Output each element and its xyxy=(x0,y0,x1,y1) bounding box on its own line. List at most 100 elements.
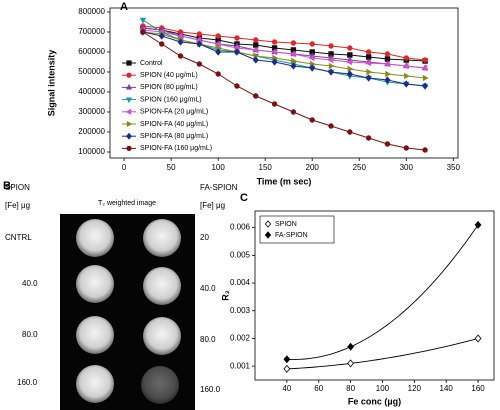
left-row: CNTRL xyxy=(5,233,32,242)
left-row: 40.0 xyxy=(22,279,38,288)
y-tick-label: 200000 xyxy=(78,127,105,136)
marker xyxy=(291,57,297,65)
marker xyxy=(283,355,291,364)
marker xyxy=(233,48,241,56)
marker xyxy=(366,68,373,76)
marker xyxy=(474,334,482,343)
x-tick-label: 40 xyxy=(282,384,291,393)
x-tick-label: 160 xyxy=(471,384,485,393)
panel: A 0 50 100 150 200 250 300 350 100000 200000 300000… xyxy=(46,1,460,186)
marker xyxy=(421,64,428,72)
phantom xyxy=(76,219,114,257)
marker xyxy=(177,29,184,35)
left-heading: SPION xyxy=(5,183,30,192)
legend-marker xyxy=(126,120,133,128)
marker xyxy=(327,68,335,76)
marker xyxy=(159,41,165,47)
phantom xyxy=(143,267,181,305)
marker xyxy=(271,39,278,45)
marker xyxy=(347,129,353,135)
marker xyxy=(385,70,392,78)
marker xyxy=(404,72,410,80)
panel-label: B xyxy=(3,180,11,192)
phantom xyxy=(76,316,114,354)
x-tick-label: 100 xyxy=(376,384,390,393)
marker xyxy=(403,55,409,61)
x-tick-label: 100 xyxy=(211,163,225,172)
x-tick-label: 350 xyxy=(447,163,461,172)
x-tick-label: 60 xyxy=(314,384,323,393)
x-tick-label: 150 xyxy=(259,163,273,172)
marker xyxy=(309,117,315,123)
phantom xyxy=(76,265,114,303)
marker xyxy=(365,74,372,82)
x-tick-label: 80 xyxy=(346,384,355,393)
legend-marker xyxy=(126,132,132,140)
phantom xyxy=(143,219,181,257)
series-line xyxy=(142,25,426,61)
x-tick-label: 120 xyxy=(408,384,422,393)
marker xyxy=(309,49,315,55)
x-tick-label: 300 xyxy=(400,163,414,172)
x-tick-label: 250 xyxy=(353,163,367,172)
marker xyxy=(309,41,315,47)
x-tick-label: 140 xyxy=(440,384,454,393)
marker xyxy=(234,35,240,41)
marker xyxy=(290,109,297,115)
marker xyxy=(140,29,146,35)
marker xyxy=(215,71,221,77)
marker xyxy=(346,70,353,78)
marker xyxy=(308,54,315,62)
plot-frame xyxy=(109,7,459,159)
marker xyxy=(234,83,240,89)
panel-b: B T₂ weighted image SPION [Fe] μg CNTRL … xyxy=(3,180,238,410)
marker xyxy=(347,45,353,51)
right-row: 20 xyxy=(200,233,209,242)
x-axis-label: Fe conc (µg) xyxy=(348,396,401,406)
marker xyxy=(347,359,354,368)
left-row: 80.0 xyxy=(22,330,38,339)
legend-label: SPION (80 μg/mL) xyxy=(140,84,198,91)
marker xyxy=(328,51,334,57)
marker xyxy=(252,56,259,64)
marker xyxy=(402,62,409,70)
marker xyxy=(196,61,203,67)
marker xyxy=(384,51,391,57)
series-line xyxy=(142,31,426,151)
legend-label: FA-SPION xyxy=(275,232,308,239)
marker xyxy=(347,52,353,58)
legend-marker xyxy=(126,72,132,78)
marker xyxy=(252,46,259,54)
y-tick-label: 100000 xyxy=(78,147,105,156)
marker xyxy=(177,53,184,59)
marker xyxy=(422,147,428,153)
marker xyxy=(309,64,316,72)
panel-label: A xyxy=(120,1,128,13)
marker xyxy=(271,48,277,56)
plot-frame xyxy=(254,210,495,381)
marker xyxy=(283,364,291,373)
legend-marker xyxy=(125,83,133,90)
x-tick-label: 50 xyxy=(167,163,176,172)
x-axis-label: Time (m sec) xyxy=(257,176,312,186)
marker xyxy=(271,101,278,107)
y-tick-label: 600000 xyxy=(78,47,105,56)
legend-label: Control xyxy=(140,60,163,67)
y-tick-label: 0.001 xyxy=(230,361,251,370)
left-row: 160.0 xyxy=(17,378,38,387)
legend-label: SPION-FA (40 μg/mL) xyxy=(140,121,208,128)
legend-label: SPION (40 μg/mL) xyxy=(140,72,198,79)
right-row: 40.0 xyxy=(200,284,216,293)
y-tick-label: 400000 xyxy=(78,87,105,96)
marker xyxy=(365,59,371,67)
series-line xyxy=(142,29,426,69)
marker xyxy=(384,141,391,147)
marker xyxy=(346,58,353,66)
marker xyxy=(403,145,409,151)
marker xyxy=(158,32,165,40)
marker xyxy=(290,40,297,46)
x-tick-label: 200 xyxy=(306,163,320,172)
y-tick-label: 500000 xyxy=(78,67,105,76)
